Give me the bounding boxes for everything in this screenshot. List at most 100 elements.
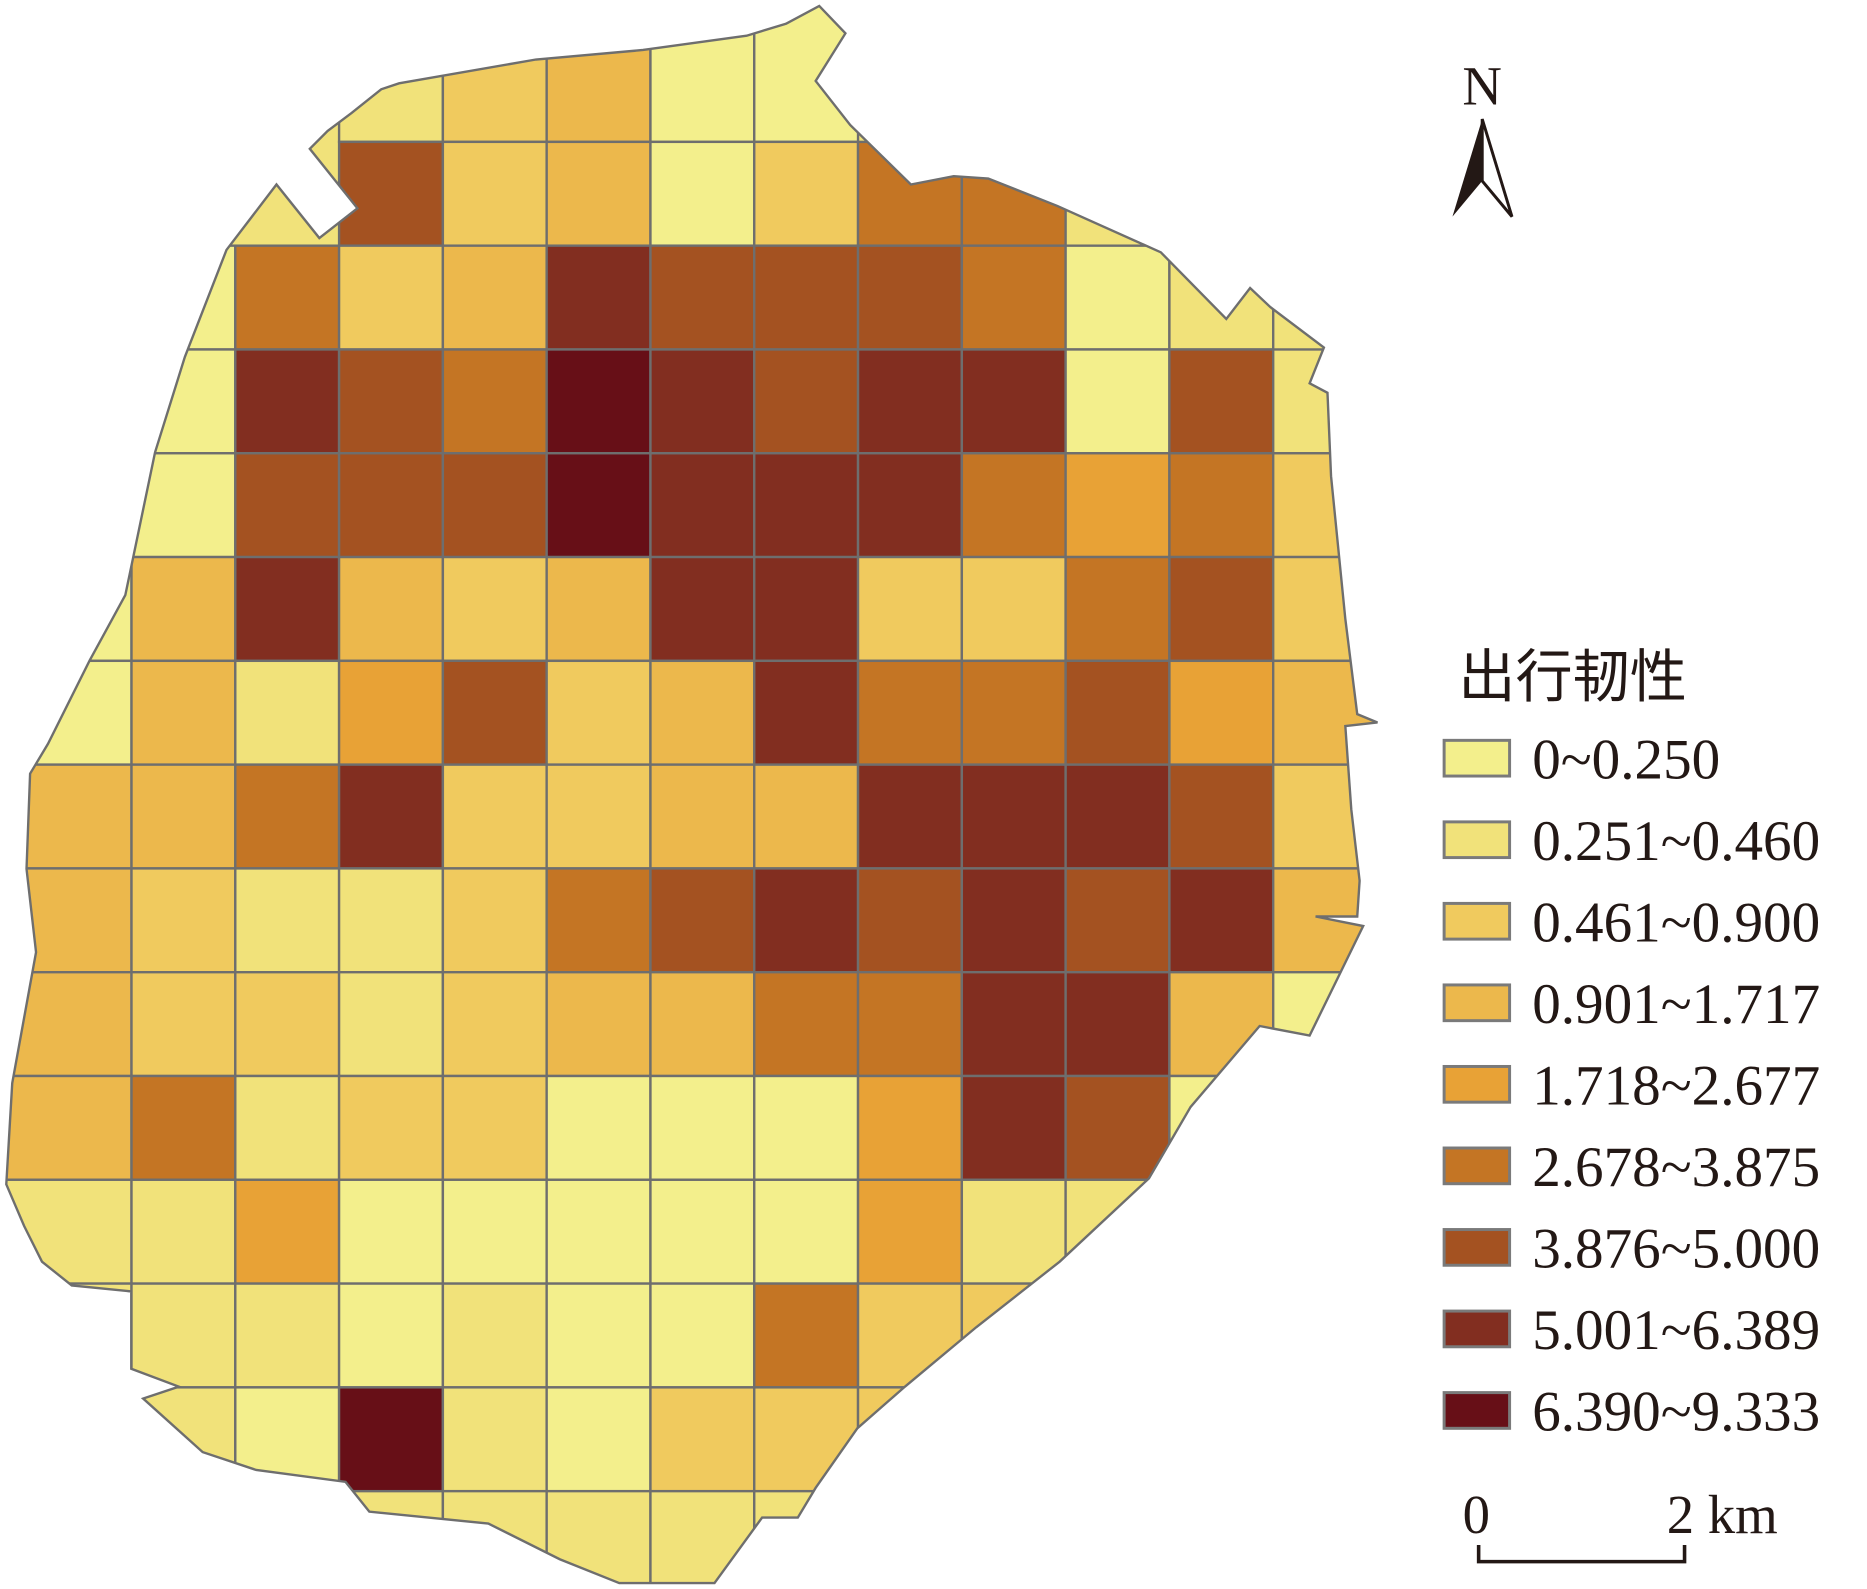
grid-cell — [960, 971, 1067, 1078]
grid-cell — [545, 140, 652, 247]
grid-cell — [960, 659, 1067, 766]
grid-cell — [130, 1282, 237, 1389]
legend-swatch — [1442, 820, 1512, 860]
grid-cell — [441, 1386, 548, 1493]
scale-bar-end: 2 km — [1667, 1484, 1778, 1545]
grid-cell — [856, 763, 964, 870]
grid-cell — [234, 659, 341, 766]
legend-item: 0.251~0.460 — [1442, 810, 1820, 873]
grid-cell — [856, 1386, 964, 1493]
grid-cell — [337, 244, 445, 351]
grid-cell — [234, 1282, 341, 1389]
grid-cell — [6, 1178, 133, 1285]
grid-cell — [1064, 1178, 1171, 1285]
grid-cell — [337, 1386, 445, 1493]
legend-title: 出行韧性 — [1458, 644, 1687, 710]
grid-cell — [1168, 244, 1275, 351]
grid-cell — [1168, 452, 1275, 559]
legend-item: 5.001~6.389 — [1442, 1299, 1820, 1362]
grid-cell — [441, 659, 548, 766]
grid-cell — [441, 244, 548, 351]
grid-cell — [649, 1178, 756, 1285]
grid-cell — [337, 140, 445, 247]
grid-cell — [1064, 867, 1171, 974]
grid-cell — [649, 140, 756, 247]
grid-cell — [545, 659, 652, 766]
legend-item: 2.678~3.875 — [1442, 1136, 1820, 1199]
legend-swatch — [1442, 738, 1512, 778]
grid-cell — [649, 1386, 756, 1493]
grid-cell — [130, 244, 237, 351]
grid-cell — [753, 140, 860, 247]
legend-item: 0~0.250 — [1442, 728, 1720, 791]
grid-cell — [337, 452, 445, 559]
grid-cell — [337, 867, 445, 974]
grid-cell — [337, 1074, 445, 1181]
grid-map — [6, 5, 1378, 1584]
grid-cell — [1168, 659, 1275, 766]
grid-cell — [545, 1178, 652, 1285]
grid-cell — [856, 555, 964, 663]
north-arrow: N — [1452, 56, 1514, 218]
scale-bar: 0 2 km — [1463, 1484, 1778, 1564]
grid-cell — [545, 555, 652, 663]
grid-cell — [1272, 763, 1378, 870]
grid-cell — [649, 1074, 756, 1181]
grid-cell — [234, 244, 341, 351]
grid-cell — [130, 1074, 237, 1181]
grid-cell — [960, 244, 1067, 351]
grid-cell — [856, 971, 964, 1078]
legend-swatch — [1442, 1309, 1512, 1349]
grid-cell — [441, 1489, 548, 1584]
grid-cell — [234, 348, 341, 455]
grid-cell — [337, 5, 445, 144]
legend-label: 0~0.250 — [1532, 728, 1720, 791]
grid-cell — [441, 1282, 548, 1389]
legend-item: 0.461~0.900 — [1442, 891, 1820, 954]
grid-cell — [130, 763, 237, 870]
grid-cell — [234, 971, 341, 1078]
grid-cell — [649, 244, 756, 351]
grid-cell — [753, 1178, 860, 1285]
grid-cell — [856, 1282, 964, 1389]
grid-cell — [856, 140, 964, 247]
grid-cell — [545, 867, 652, 974]
grid-cell — [441, 452, 548, 559]
grid-cell — [545, 1386, 652, 1493]
grid-cell — [545, 1282, 652, 1389]
grid-cell — [649, 971, 756, 1078]
grid-cell — [6, 867, 133, 974]
grid-cell — [960, 1178, 1067, 1285]
grid-cell — [960, 348, 1067, 455]
grid-cell — [441, 140, 548, 247]
grid-cell — [753, 1074, 860, 1181]
grid-cell — [545, 348, 652, 455]
grid-cell — [753, 763, 860, 870]
grid-cell — [234, 452, 341, 559]
legend-label: 3.876~5.000 — [1532, 1218, 1820, 1281]
grid-cell — [441, 5, 548, 144]
grid-cell — [130, 867, 237, 974]
grid-cell — [337, 1178, 445, 1285]
grid-cell — [960, 763, 1067, 870]
grid-cell — [1168, 763, 1275, 870]
grid-cell — [753, 971, 860, 1078]
grid-cell — [441, 1074, 548, 1181]
legend-swatch — [1442, 1391, 1512, 1430]
island-outline — [5, 4, 1378, 1585]
grid-cell — [545, 1074, 652, 1181]
grid-cell — [1168, 971, 1275, 1078]
grid-cell — [856, 659, 964, 766]
grid-cell — [1168, 555, 1275, 663]
grid-cell — [130, 971, 237, 1078]
grid-cell — [6, 763, 133, 870]
legend-item: 0.901~1.717 — [1442, 973, 1820, 1036]
grid-cell — [6, 555, 133, 663]
legend-label: 1.718~2.677 — [1532, 1055, 1820, 1118]
grid-cell — [337, 1489, 445, 1584]
grid-cell — [545, 763, 652, 870]
grid-cell — [960, 555, 1067, 663]
legend: 出行韧性 0~0.250 0.251~0.460 0.461~0.900 0.901~… — [1442, 644, 1820, 1444]
grid-cell — [6, 971, 133, 1078]
